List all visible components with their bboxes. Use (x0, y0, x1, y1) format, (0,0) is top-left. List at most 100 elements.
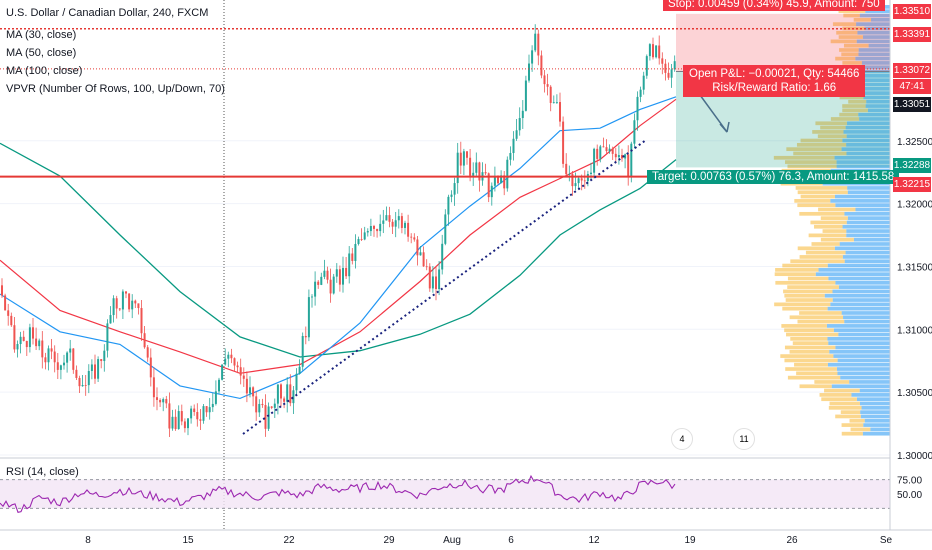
candle-up (218, 379, 220, 392)
candle-up (593, 148, 596, 173)
pnl-box[interactable]: Open P&L: −0.00021, Qty: 54466 Risk/Rewa… (683, 65, 866, 97)
candle-up (106, 323, 109, 351)
vp-down-bar (786, 147, 842, 152)
candle-down (565, 163, 568, 175)
vp-up-bar (835, 203, 890, 208)
vpvr-legend[interactable]: VPVR (Number Of Rows, 100, Up/Down, 70) (6, 83, 225, 95)
vp-down-bar (799, 311, 842, 315)
vp-up-bar (847, 186, 890, 190)
vp-up-bar (833, 354, 890, 358)
vp-up-bar (827, 263, 890, 268)
vp-up-bar (838, 285, 890, 289)
candle-up (642, 75, 645, 90)
candle-up (214, 391, 217, 404)
vp-up-bar (827, 306, 890, 311)
candle-down (53, 351, 56, 363)
candle-down (351, 253, 354, 261)
candle-down (183, 421, 186, 429)
vp-up-bar (863, 423, 890, 427)
candle-down (338, 269, 341, 285)
vp-up-bar (843, 315, 890, 320)
vp-down-bar (785, 298, 833, 302)
vp-up-bar (843, 130, 890, 134)
vp-up-bar (865, 82, 890, 87)
vp-down-bar (840, 410, 861, 414)
candle-up (524, 80, 527, 111)
rsi-legend[interactable]: RSI (14, close) (6, 466, 79, 478)
vp-down-bar (784, 358, 838, 363)
candle-up (462, 151, 465, 166)
candle-down (72, 348, 75, 370)
candle-up (301, 336, 304, 367)
candle-up (348, 253, 351, 277)
vp-up-bar (834, 246, 890, 251)
vp-up-bar (846, 121, 890, 126)
vp-up-bar (859, 13, 890, 18)
vp-down-bar (784, 328, 834, 333)
candle-up (506, 159, 509, 189)
ca-flag-icon[interactable]: 11 (733, 428, 755, 450)
moving-averages (0, 96, 677, 400)
candle-up (208, 407, 211, 413)
price-tag-stop: 1.33510 (893, 4, 931, 19)
vp-up-bar (864, 418, 890, 423)
candle-down (459, 152, 462, 166)
vp-down-bar (790, 336, 828, 341)
candle-up (404, 222, 406, 228)
candle-up (171, 416, 174, 429)
vp-down-bar (797, 190, 848, 195)
vp-down-bar (790, 259, 845, 264)
vp-up-bar (828, 276, 890, 281)
vp-up-bar (815, 272, 890, 277)
vp-up-bar (846, 151, 890, 156)
candle-up (382, 220, 385, 224)
candle-down (115, 298, 118, 309)
ma30-legend[interactable]: MA (30, close) (6, 29, 77, 41)
vp-down-bar (842, 61, 862, 65)
candle-down (413, 237, 416, 240)
vp-down-bar (796, 142, 847, 147)
vp-down-bar (820, 237, 854, 242)
vp-up-bar (856, 397, 890, 402)
candle-down (410, 236, 413, 238)
price-tick-label: 1.32000 (897, 200, 932, 211)
arrow-head (719, 121, 730, 133)
candle-down (289, 384, 292, 404)
vp-up-bar (866, 99, 890, 104)
candle-up (528, 63, 530, 81)
candle-down (84, 385, 87, 386)
candle-up (394, 220, 397, 227)
candle-down (543, 75, 546, 85)
us-flag-icon[interactable]: 4 (671, 428, 693, 450)
rsi-pane (0, 457, 932, 513)
vp-down-bar (836, 30, 858, 35)
vp-down-bar (830, 117, 860, 121)
vp-up-bar (830, 302, 890, 307)
candle-up (608, 148, 611, 152)
vp-down-bar (797, 319, 845, 324)
stop-zone (676, 13, 890, 72)
ma50-legend[interactable]: MA (50, close) (6, 47, 77, 59)
candle-down (614, 153, 617, 158)
candle-up (419, 252, 422, 256)
candle-up (187, 418, 189, 429)
candles (1, 24, 676, 438)
candle-down (125, 291, 127, 294)
vp-up-bar (847, 216, 890, 220)
vp-up-bar (857, 91, 890, 95)
candle-down (602, 146, 605, 148)
candle-up (97, 359, 100, 379)
candle-down (627, 154, 630, 177)
vp-up-bar (851, 393, 890, 397)
candle-up (633, 120, 636, 144)
price-tick-label: 1.31000 (897, 325, 932, 336)
candle-up (515, 130, 518, 139)
vp-down-bar (784, 345, 836, 350)
vp-down-bar (820, 216, 848, 220)
candle-up (552, 102, 555, 104)
candle-up (121, 291, 124, 310)
ma100-legend[interactable]: MA (100, close) (6, 65, 83, 77)
candle-up (531, 50, 534, 64)
candle-up (190, 408, 193, 419)
time-tick-label: 15 (182, 535, 194, 546)
